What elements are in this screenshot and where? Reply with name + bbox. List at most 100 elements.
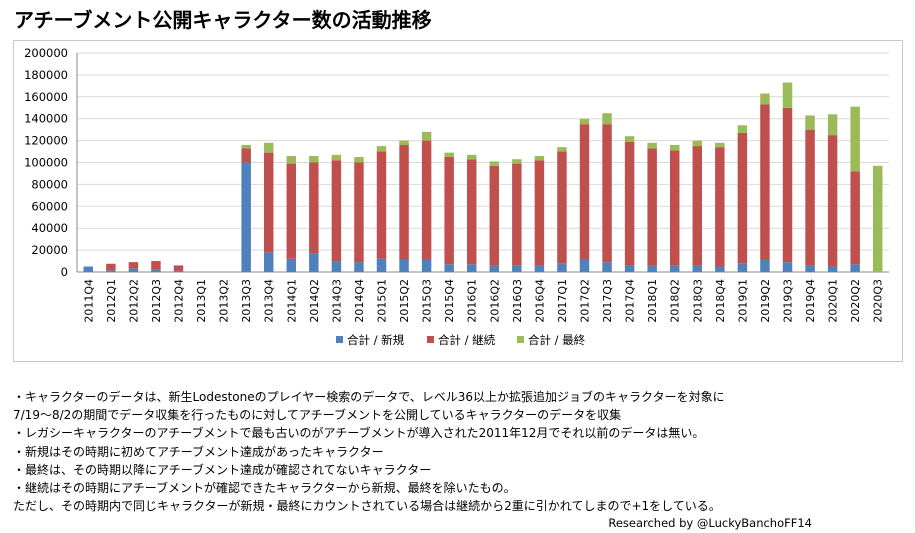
- credit: Researched by @LuckyBanchoFF14: [608, 516, 812, 530]
- x-tick-label: 2012Q1: [105, 279, 118, 323]
- bar-segment-new: [354, 262, 364, 272]
- bar-segment-continuing: [692, 146, 703, 266]
- x-tick-label: 2018Q2: [669, 279, 682, 323]
- x-tick-label: 2018Q4: [714, 279, 727, 323]
- legend-label: 合計 / 継続: [438, 333, 496, 347]
- bar-segment-new: [241, 162, 251, 272]
- x-tick-label: 2013Q2: [218, 279, 231, 323]
- bar-segment-final: [534, 155, 545, 161]
- bar-segment-continuing: [647, 148, 657, 266]
- bar-segment-final: [466, 154, 477, 160]
- bar-segment-new: [692, 265, 703, 272]
- y-tick-label: 180000: [24, 68, 68, 82]
- x-tick-label: 2020Q1: [827, 279, 840, 323]
- x-tick-label: 2016Q2: [488, 279, 501, 323]
- bar-segment-new: [602, 262, 612, 272]
- bar-segment-final: [715, 142, 725, 148]
- chart-area: 0 20000 40000 60000 80000 100000 120000 140000 1…: [13, 40, 903, 362]
- bar-segment-final: [602, 113, 612, 125]
- y-tick-label: 100000: [24, 156, 68, 170]
- x-tick-label: 2019Q2: [759, 279, 772, 323]
- x-tick-label: 2017Q1: [556, 279, 569, 323]
- bar-segment-final: [557, 147, 567, 152]
- y-tick-label: 200000: [24, 46, 68, 60]
- bar-segment-final: [399, 140, 409, 145]
- bar-segment-final: [782, 82, 793, 108]
- bar-segment-new: [782, 262, 793, 272]
- bar-segment-new: [624, 265, 635, 272]
- x-tick-label: 2016Q1: [466, 279, 479, 323]
- x-tick-label: 2017Q4: [624, 279, 637, 323]
- x-tick-label: 2014Q2: [308, 279, 321, 323]
- y-tick-label: 160000: [24, 90, 68, 104]
- bar-segment-final: [331, 154, 342, 161]
- bar-segment-continuing: [850, 171, 860, 265]
- bar-segment-new: [534, 265, 545, 272]
- bar-segment-continuing: [624, 141, 635, 266]
- bar-segment-new: [557, 263, 567, 272]
- note-line: 7/19～8/2の期間でデータ収集を行ったものに対してアチーブメントを公開してい…: [13, 408, 622, 423]
- bar-segment-new: [760, 259, 770, 272]
- bar-segment-continuing: [760, 104, 770, 260]
- x-tick-label: 2012Q2: [127, 279, 140, 323]
- bar-segment-continuing: [399, 144, 409, 260]
- bar-segment-final: [647, 142, 657, 149]
- bar-segment-continuing: [376, 151, 387, 259]
- bar-segment-new: [850, 264, 860, 272]
- bar-segment-new: [489, 265, 500, 272]
- bar-segment-final: [376, 146, 387, 152]
- bar-segment-new: [715, 266, 725, 272]
- bar-segment-new: [669, 265, 680, 272]
- legend-label: 合計 / 新規: [347, 333, 405, 347]
- bar-segment-final: [827, 114, 838, 136]
- bar-segment-final: [737, 125, 748, 133]
- x-tick-label: 2017Q2: [579, 279, 592, 323]
- bar-segment-continuing: [309, 162, 319, 254]
- x-tick-label: 2015Q1: [376, 279, 389, 323]
- x-tick-label: 2013Q3: [240, 279, 253, 323]
- x-tick-label: 2017Q3: [601, 279, 614, 323]
- x-tick-label: 2012Q3: [150, 279, 163, 323]
- bar-segment-final: [512, 159, 522, 164]
- bar-segment-final: [692, 140, 703, 147]
- bar-segment-new: [173, 270, 184, 272]
- x-tick-label: 2016Q4: [533, 279, 546, 323]
- stacked-bar-chart: 0 20000 40000 60000 80000 100000 120000 140000 1…: [24, 46, 889, 347]
- bar-segment-new: [805, 265, 815, 272]
- bar-segment-final: [579, 118, 590, 125]
- bar-segment-new: [579, 259, 590, 272]
- bar-segment-continuing: [579, 124, 590, 260]
- bar-segment-continuing: [715, 147, 725, 267]
- bar-segment-new: [647, 265, 657, 272]
- bar-segment-continuing: [444, 157, 454, 265]
- x-tick-label: 2012Q4: [173, 279, 186, 323]
- legend-swatch: [427, 336, 434, 343]
- x-tick-label: 2016Q3: [511, 279, 524, 323]
- bar-segment-continuing: [331, 160, 342, 262]
- bar-segment-final: [624, 136, 635, 142]
- note-line: ・レガシーキャラクターのアチーブメントで最も古いのがアチーブメントが導入された2…: [13, 426, 705, 441]
- bar-segment-new: [399, 259, 409, 272]
- bar-segment-final: [354, 157, 364, 163]
- bar-segment-continuing: [737, 132, 748, 264]
- bar-segment-final: [850, 106, 860, 172]
- bar-segment-final: [444, 152, 454, 158]
- x-tick-label: 2019Q4: [804, 279, 817, 323]
- y-tick-label: 120000: [24, 134, 68, 148]
- y-tick-label: 20000: [31, 243, 68, 257]
- bar-segment-continuing: [286, 163, 297, 259]
- chart-title: アチーブメント公開キャラクター数の活動推移: [14, 8, 432, 32]
- bar-segment-continuing: [782, 107, 793, 263]
- bar-segment-continuing: [489, 165, 500, 266]
- bar-segment-new: [331, 261, 342, 272]
- y-tick-label: 60000: [31, 199, 68, 213]
- bar-segment-final: [263, 142, 274, 153]
- bar-segment-continuing: [466, 159, 477, 265]
- bar-segment-new: [421, 259, 432, 272]
- x-tick-label: 2019Q1: [736, 279, 749, 323]
- bar-segment-new: [512, 265, 522, 272]
- bar-segment-continuing: [173, 265, 184, 271]
- bar-segment-new: [309, 253, 319, 272]
- bar-segment-final: [421, 131, 432, 141]
- bar-segment-continuing: [106, 263, 116, 271]
